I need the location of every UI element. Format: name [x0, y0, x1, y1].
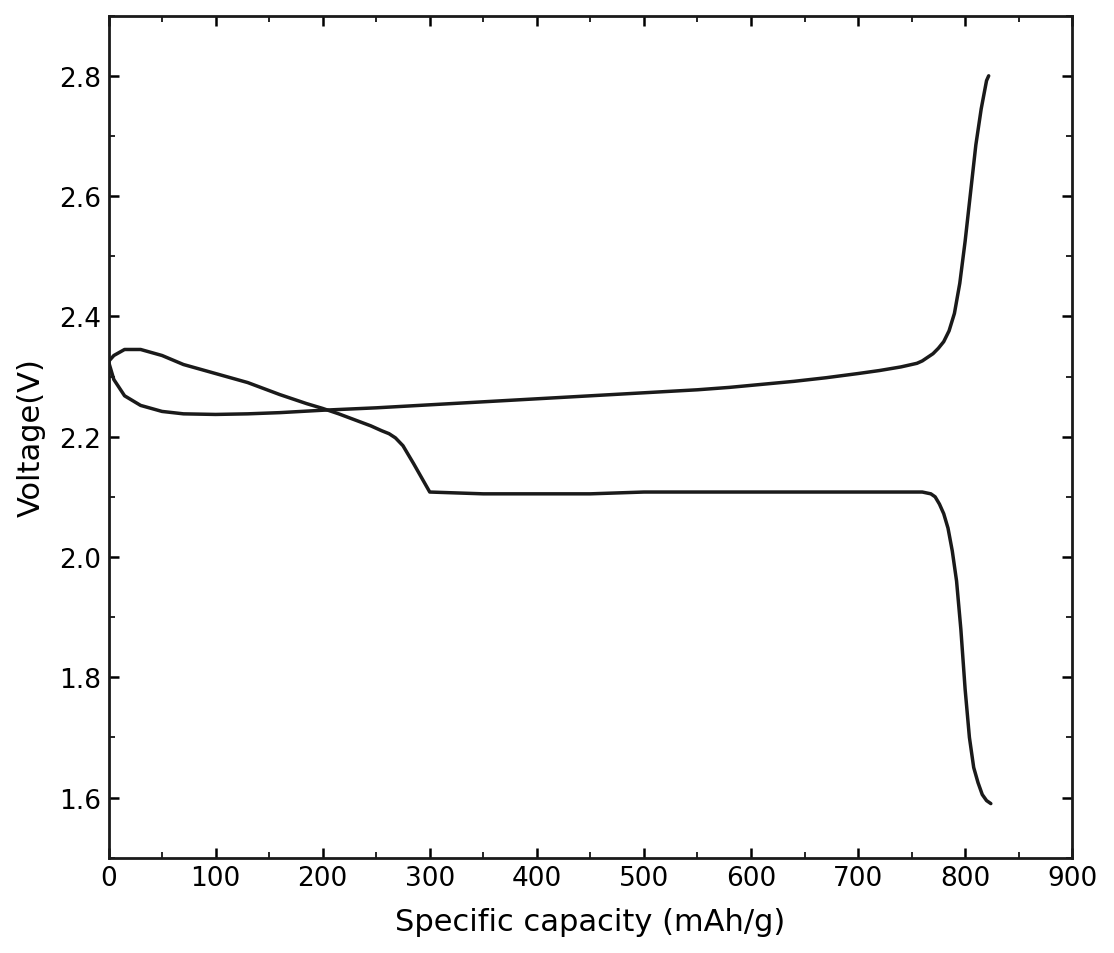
X-axis label: Specific capacity (mAh/g): Specific capacity (mAh/g) — [395, 907, 785, 937]
Y-axis label: Voltage(V): Voltage(V) — [17, 358, 46, 517]
